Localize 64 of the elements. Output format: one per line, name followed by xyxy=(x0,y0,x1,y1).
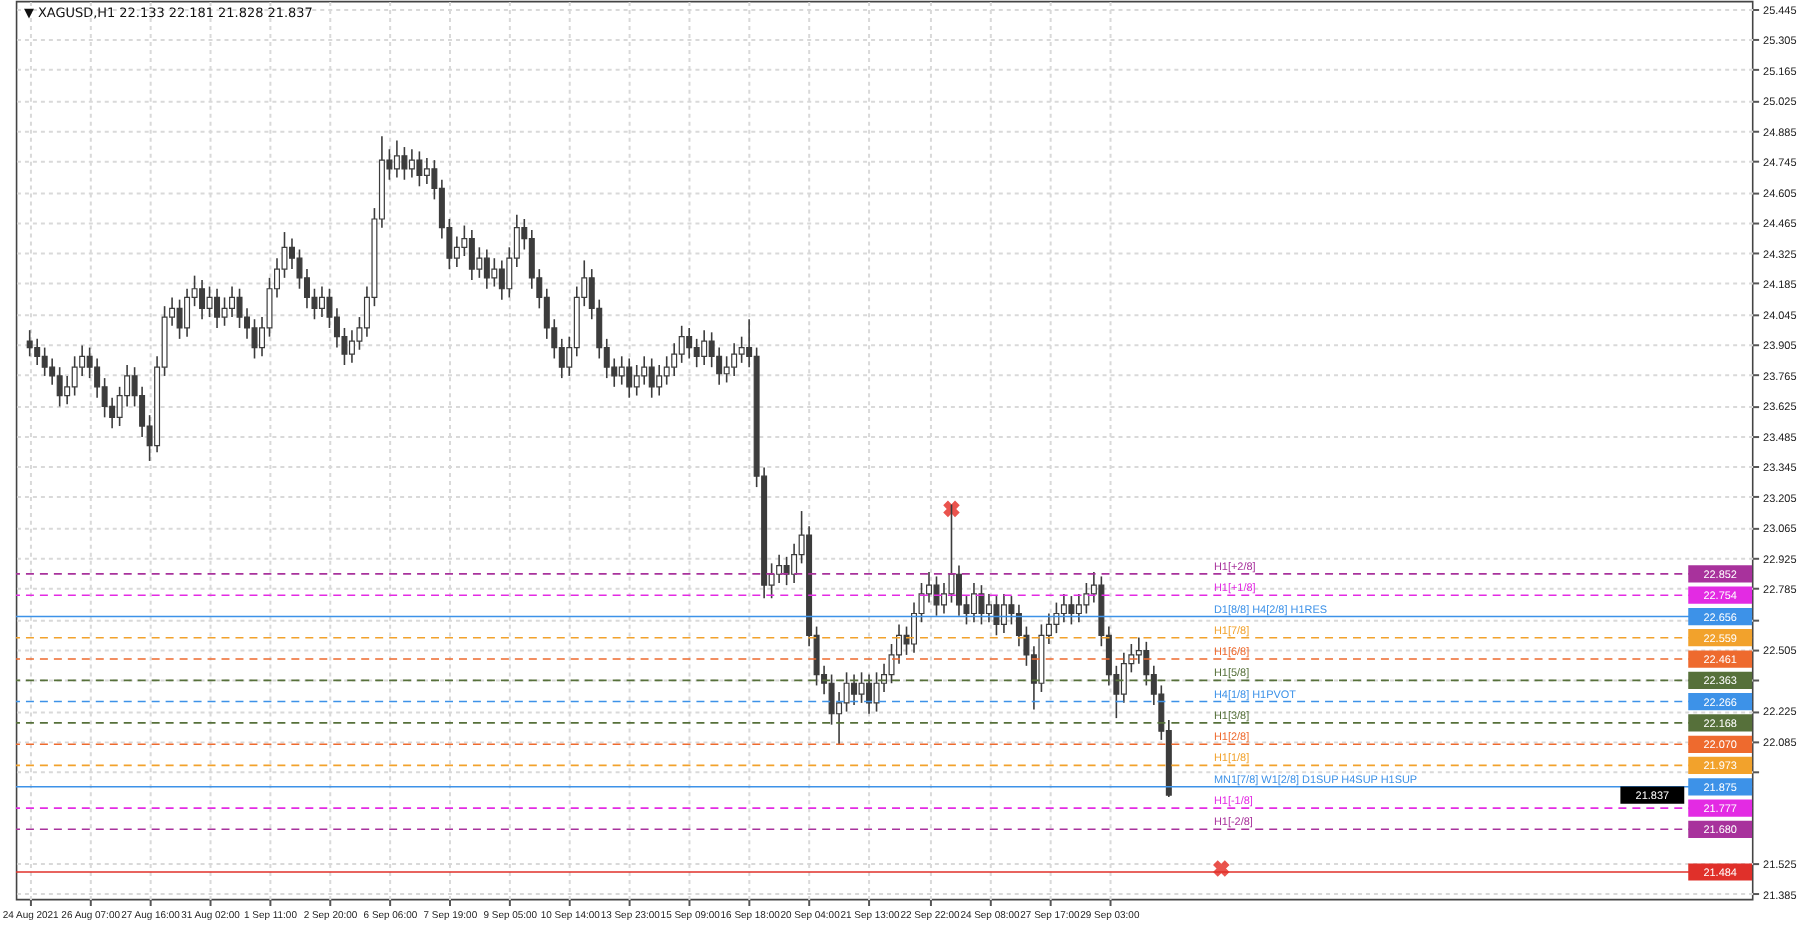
candlestick xyxy=(1000,593,1007,634)
candlestick xyxy=(483,248,490,290)
candlestick xyxy=(783,556,790,586)
candlestick xyxy=(528,229,535,290)
candlestick xyxy=(1060,593,1067,624)
candlestick xyxy=(56,366,63,408)
candlestick xyxy=(1083,582,1090,615)
candlestick xyxy=(940,582,947,615)
candlestick xyxy=(648,357,655,399)
candlestick xyxy=(408,148,415,179)
candlestick xyxy=(1143,641,1150,687)
candlestick xyxy=(633,364,640,397)
candlestick xyxy=(318,285,325,318)
candlestick xyxy=(776,553,783,584)
candlestick xyxy=(176,298,183,340)
candlestick xyxy=(738,335,745,364)
candlestick xyxy=(693,338,700,368)
candlestick xyxy=(701,329,708,366)
candlestick xyxy=(476,246,483,279)
candlestick xyxy=(206,285,213,318)
candlestick xyxy=(423,157,430,185)
candlestick xyxy=(1075,593,1082,624)
candlestick xyxy=(401,146,408,181)
candlestick xyxy=(993,595,1000,637)
candlestick xyxy=(498,259,505,301)
candlestick xyxy=(94,357,101,399)
candlestick xyxy=(618,355,625,386)
candlestick xyxy=(678,324,685,364)
candlestick xyxy=(64,375,71,406)
candlestick xyxy=(491,257,498,288)
candlestick xyxy=(955,564,962,617)
candlestick xyxy=(626,357,633,399)
candlestick xyxy=(214,287,221,329)
candlestick xyxy=(791,542,798,584)
candlestick xyxy=(34,338,41,366)
candlestick xyxy=(836,691,843,746)
candlestick xyxy=(199,279,206,321)
candlestick xyxy=(393,139,400,179)
candlestick xyxy=(858,671,865,704)
candlestick xyxy=(1120,651,1127,704)
candlestick xyxy=(184,287,191,338)
candlestick xyxy=(978,584,985,626)
candlestick xyxy=(933,575,940,617)
candlestick xyxy=(671,342,678,377)
candlestick xyxy=(686,327,693,360)
candlestick xyxy=(911,601,918,654)
candlestick xyxy=(843,671,850,713)
candlestick xyxy=(873,671,880,713)
candlestick xyxy=(716,346,723,386)
candlestick xyxy=(453,235,460,268)
candlestick xyxy=(229,285,236,318)
candlestick xyxy=(288,237,295,270)
candlestick xyxy=(41,346,48,377)
candlestick xyxy=(656,364,663,397)
candlestick xyxy=(851,673,858,706)
candlestick xyxy=(866,673,873,715)
candlestick xyxy=(26,329,33,358)
candlestick xyxy=(468,229,475,281)
candlestick xyxy=(970,582,977,624)
candlestick xyxy=(985,593,992,624)
candlestick xyxy=(416,150,423,188)
candlestick xyxy=(731,342,738,377)
candlestick xyxy=(348,329,355,364)
candlestick xyxy=(1068,595,1075,626)
